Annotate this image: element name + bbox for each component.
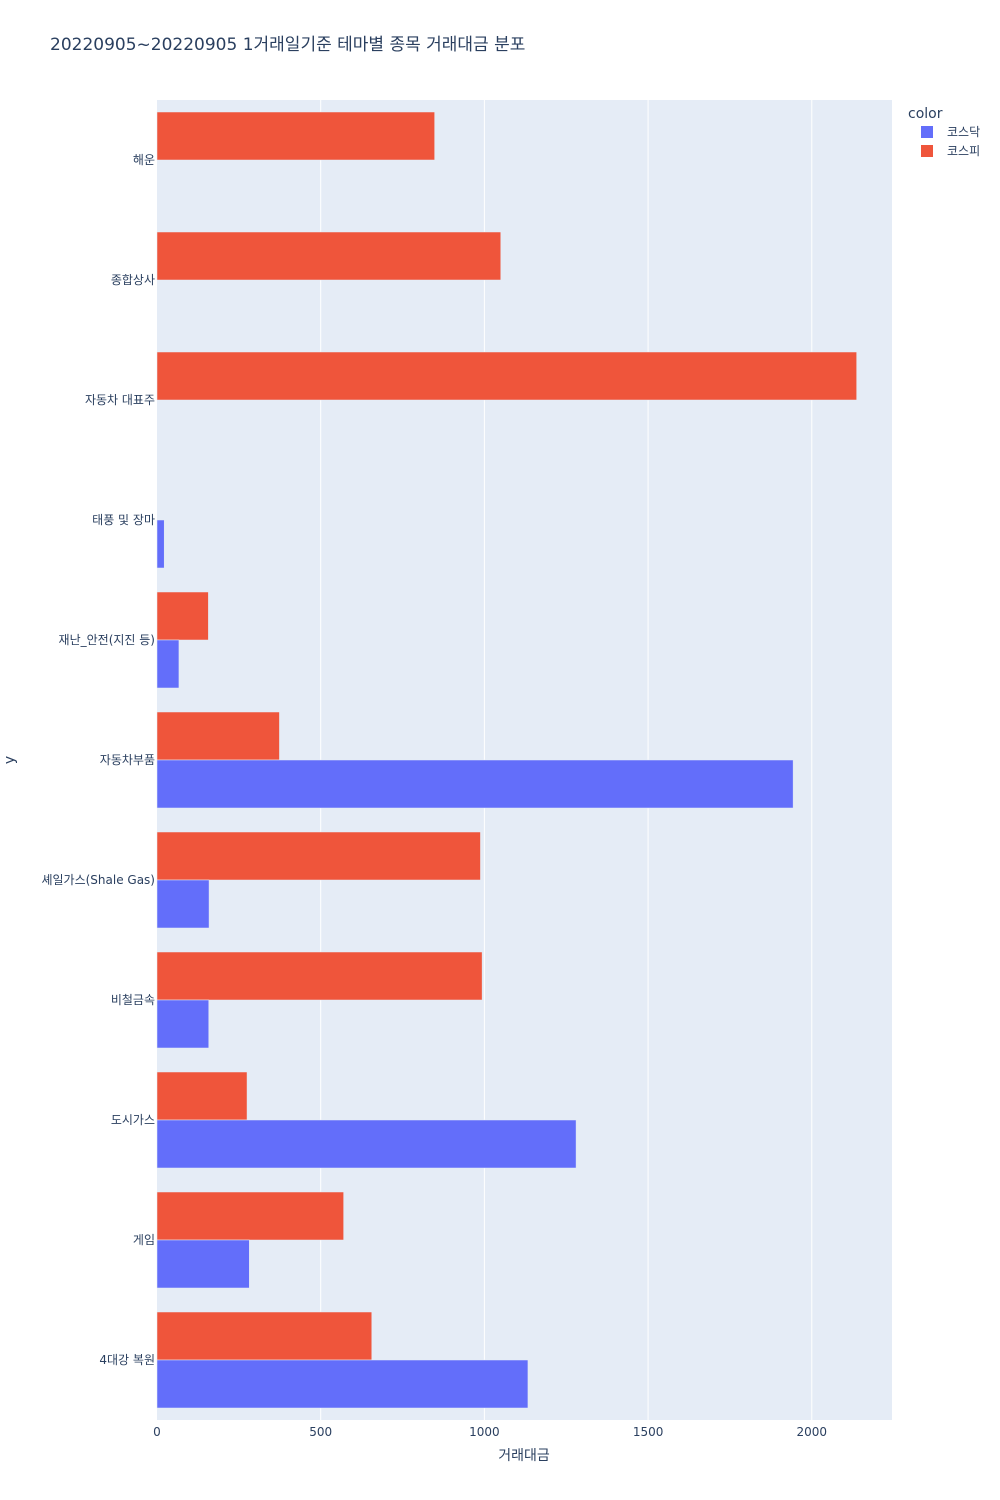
- y-tick-label: 재난_안전(지진 등): [59, 633, 155, 647]
- y-tick-label: 태풍 및 장마: [92, 513, 155, 527]
- y-tick-label: 4대강 복원: [99, 1353, 155, 1367]
- chart-title: 20220905~20220905 1거래일기준 테마별 종목 거래대금 분포: [50, 35, 525, 55]
- bar[interactable]: [156, 759, 794, 809]
- bar[interactable]: [156, 591, 209, 641]
- bar[interactable]: [156, 1311, 373, 1361]
- bar[interactable]: [156, 951, 483, 1001]
- y-tick-label: 자동차 대표주: [85, 393, 155, 407]
- legend-title: color: [908, 106, 943, 122]
- y-tick-label: 비철금속: [111, 993, 155, 1007]
- bars: [156, 111, 857, 1409]
- bar[interactable]: [156, 231, 502, 281]
- x-tick-labels: 0 500 1000 1500 2000: [153, 1425, 827, 1439]
- x-tick-label: 0: [153, 1425, 161, 1439]
- y-tick-label: 해운: [133, 153, 155, 167]
- y-tick-label: 종합상사: [111, 273, 155, 287]
- bar[interactable]: [156, 519, 165, 569]
- x-tick-label: 500: [309, 1425, 332, 1439]
- legend-label[interactable]: 코스닥: [947, 125, 980, 139]
- bar[interactable]: [156, 999, 209, 1049]
- y-tick-label: 셰일가스(Shale Gas): [41, 873, 155, 887]
- y-tick-label: 게임: [133, 1233, 155, 1247]
- legend-swatch: [921, 126, 933, 138]
- y-tick-label: 자동차부품: [100, 753, 155, 767]
- bar[interactable]: [156, 879, 210, 929]
- bar[interactable]: [156, 1359, 529, 1409]
- x-tick-label: 1500: [633, 1425, 664, 1439]
- bar[interactable]: [156, 1119, 577, 1169]
- bar[interactable]: [156, 639, 180, 689]
- legend-label[interactable]: 코스피: [947, 144, 980, 158]
- x-tick-label: 2000: [797, 1425, 828, 1439]
- bar[interactable]: [156, 111, 435, 161]
- legend-swatch: [921, 145, 933, 157]
- bar[interactable]: [156, 1071, 248, 1121]
- bar[interactable]: [156, 1239, 250, 1289]
- bar[interactable]: [156, 711, 280, 761]
- y-tick-label: 도시가스: [111, 1113, 155, 1127]
- bar[interactable]: [156, 351, 857, 401]
- x-axis-title: 거래대금: [498, 1448, 550, 1464]
- bar[interactable]: [156, 831, 481, 881]
- y-axis-title: y: [2, 756, 18, 764]
- x-tick-label: 1000: [469, 1425, 500, 1439]
- bar[interactable]: [156, 1191, 344, 1241]
